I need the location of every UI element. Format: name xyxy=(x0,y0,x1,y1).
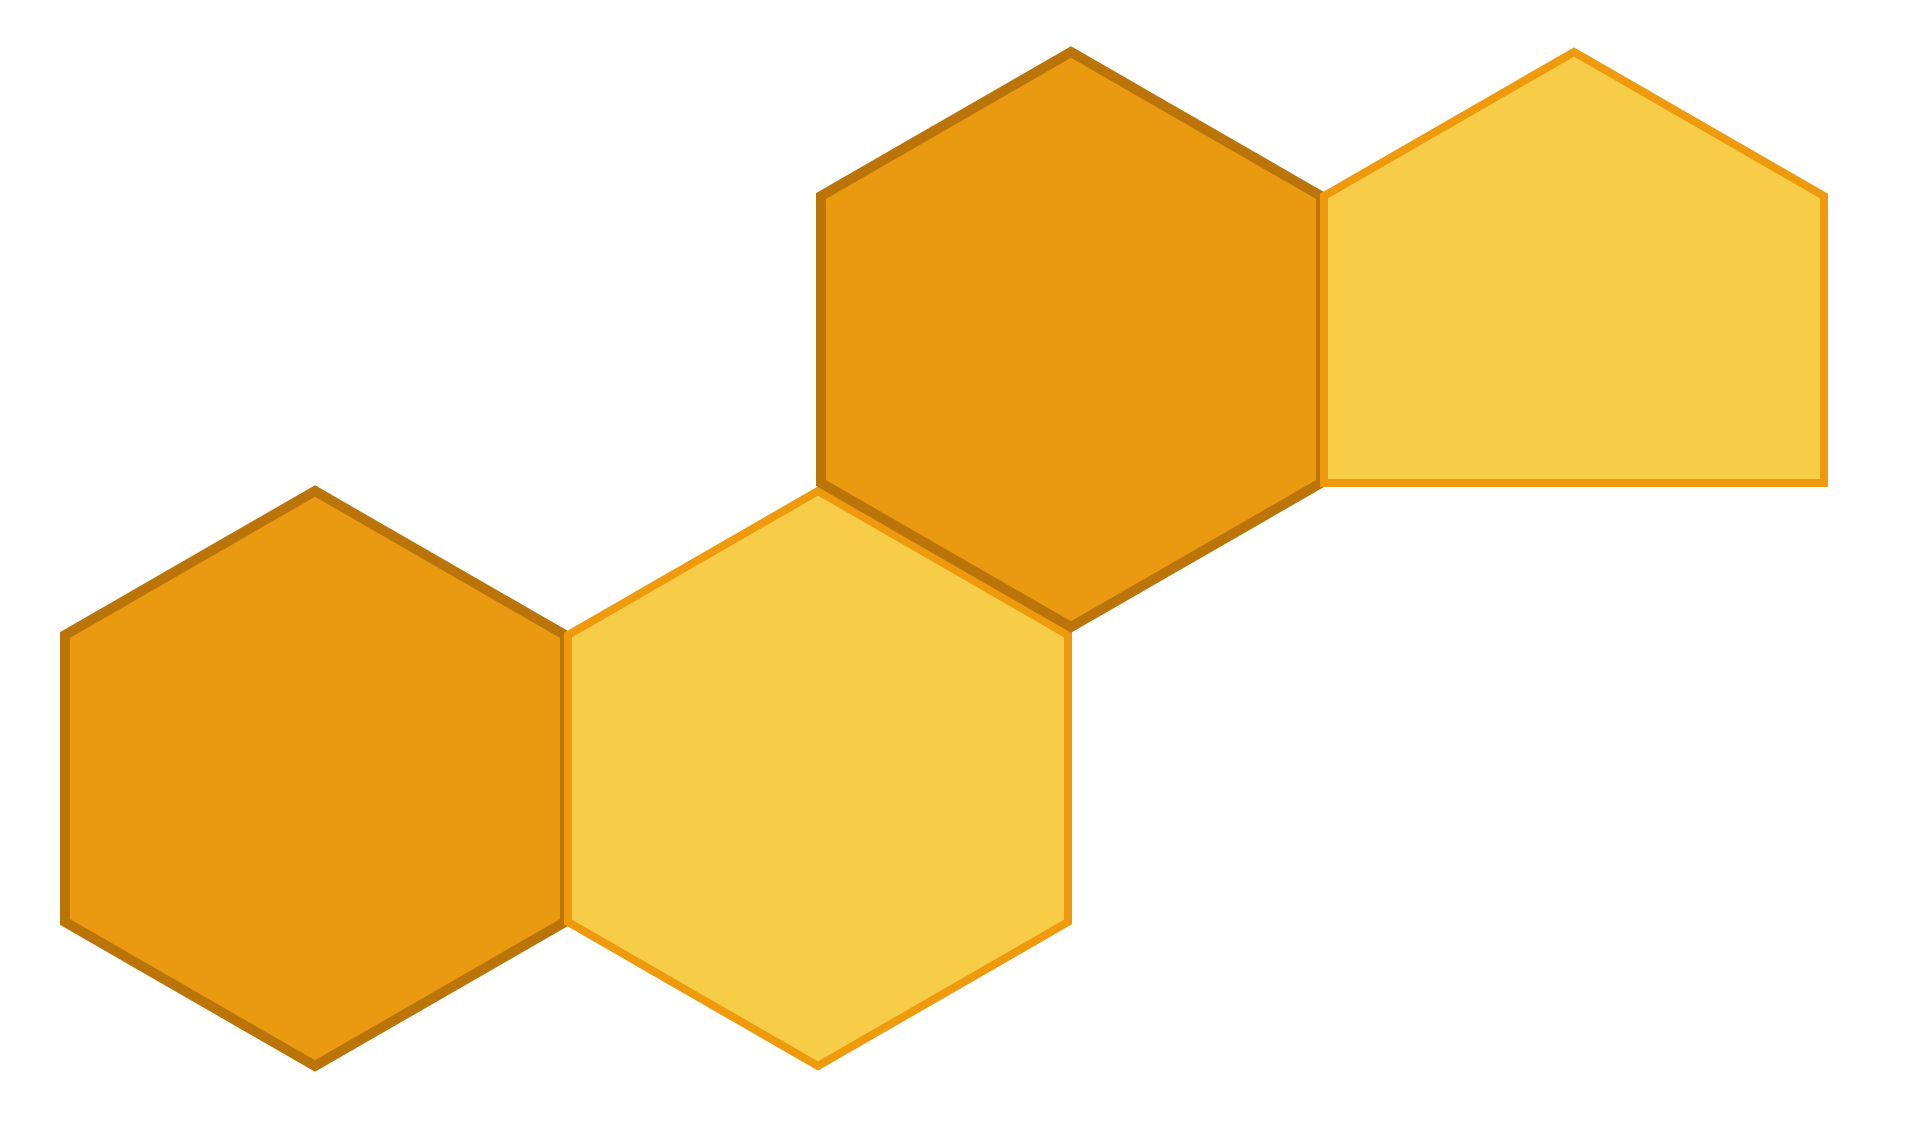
hexagon-bottom-middle xyxy=(564,486,1072,1071)
hexagon-bottom-left xyxy=(60,485,570,1072)
pentagon-top-right xyxy=(1320,47,1828,487)
